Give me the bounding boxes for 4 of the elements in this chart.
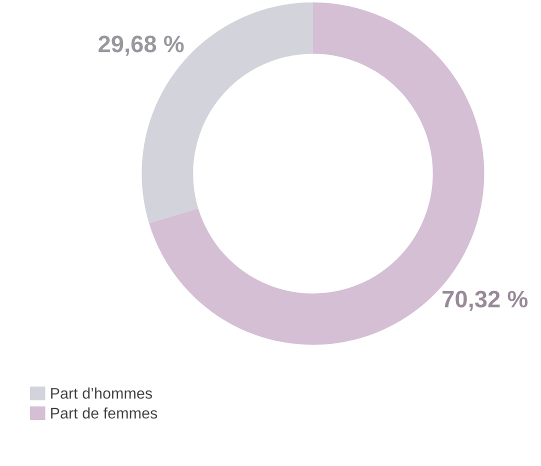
legend-label: Part d’hommes [51,388,152,399]
data-label: 70,32 % [442,290,528,311]
legend-label: Part de femmes [51,407,158,419]
data-label: 29,68 % [98,36,184,56]
